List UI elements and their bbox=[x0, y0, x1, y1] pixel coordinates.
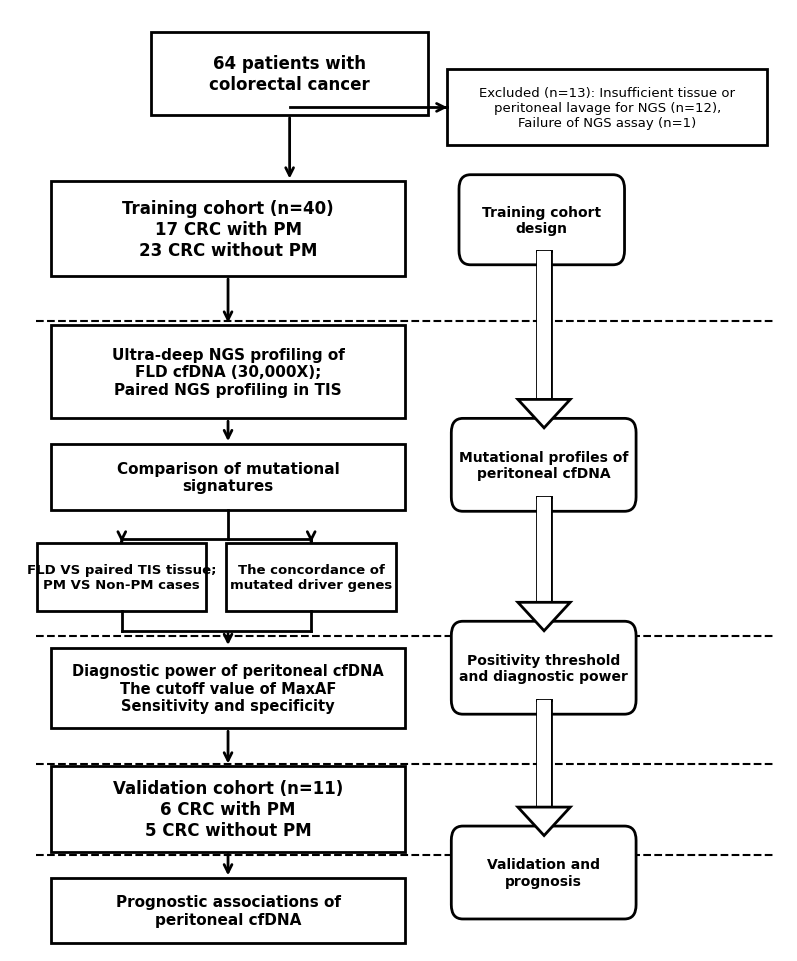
FancyBboxPatch shape bbox=[37, 543, 206, 611]
FancyBboxPatch shape bbox=[537, 498, 551, 603]
FancyBboxPatch shape bbox=[451, 826, 636, 919]
Text: FLD VS paired TIS tissue;
PM VS Non-PM cases: FLD VS paired TIS tissue; PM VS Non-PM c… bbox=[27, 563, 217, 591]
FancyBboxPatch shape bbox=[51, 445, 405, 511]
FancyBboxPatch shape bbox=[51, 648, 405, 728]
Text: Training cohort
design: Training cohort design bbox=[482, 206, 601, 235]
Text: Validation and
prognosis: Validation and prognosis bbox=[487, 857, 600, 888]
Text: Comparison of mutational
signatures: Comparison of mutational signatures bbox=[116, 461, 340, 494]
FancyBboxPatch shape bbox=[51, 183, 405, 277]
Text: Validation cohort (n=11)
6 CRC with PM
5 CRC without PM: Validation cohort (n=11) 6 CRC with PM 5… bbox=[113, 779, 344, 839]
FancyBboxPatch shape bbox=[451, 419, 636, 512]
Text: Prognostic associations of
peritoneal cfDNA: Prognostic associations of peritoneal cf… bbox=[116, 895, 340, 926]
FancyBboxPatch shape bbox=[51, 878, 405, 943]
FancyBboxPatch shape bbox=[447, 70, 767, 146]
FancyBboxPatch shape bbox=[151, 33, 428, 116]
Polygon shape bbox=[518, 603, 570, 631]
Text: Training cohort (n=40)
17 CRC with PM
23 CRC without PM: Training cohort (n=40) 17 CRC with PM 23… bbox=[122, 200, 334, 259]
Text: Diagnostic power of peritoneal cfDNA
The cutoff value of MaxAF
Sensitivity and s: Diagnostic power of peritoneal cfDNA The… bbox=[73, 663, 384, 713]
FancyBboxPatch shape bbox=[537, 251, 551, 400]
Polygon shape bbox=[518, 400, 570, 429]
FancyBboxPatch shape bbox=[51, 326, 405, 419]
FancyBboxPatch shape bbox=[51, 767, 405, 851]
Text: Ultra-deep NGS profiling of
FLD cfDNA (30,000X);
Paired NGS profiling in TIS: Ultra-deep NGS profiling of FLD cfDNA (3… bbox=[112, 348, 344, 398]
FancyBboxPatch shape bbox=[537, 701, 551, 807]
Text: Excluded (n=13): Insufficient tissue or
peritoneal lavage for NGS (n=12),
Failur: Excluded (n=13): Insufficient tissue or … bbox=[479, 86, 735, 130]
Polygon shape bbox=[518, 807, 570, 836]
FancyBboxPatch shape bbox=[451, 622, 636, 714]
FancyBboxPatch shape bbox=[459, 176, 625, 265]
Text: Mutational profiles of
peritoneal cfDNA: Mutational profiles of peritoneal cfDNA bbox=[459, 451, 628, 480]
Text: Positivity threshold
and diagnostic power: Positivity threshold and diagnostic powe… bbox=[459, 653, 628, 683]
Text: The concordance of
mutated driver genes: The concordance of mutated driver genes bbox=[230, 563, 392, 591]
Text: 64 patients with
colorectal cancer: 64 patients with colorectal cancer bbox=[210, 55, 370, 93]
FancyBboxPatch shape bbox=[226, 543, 396, 611]
